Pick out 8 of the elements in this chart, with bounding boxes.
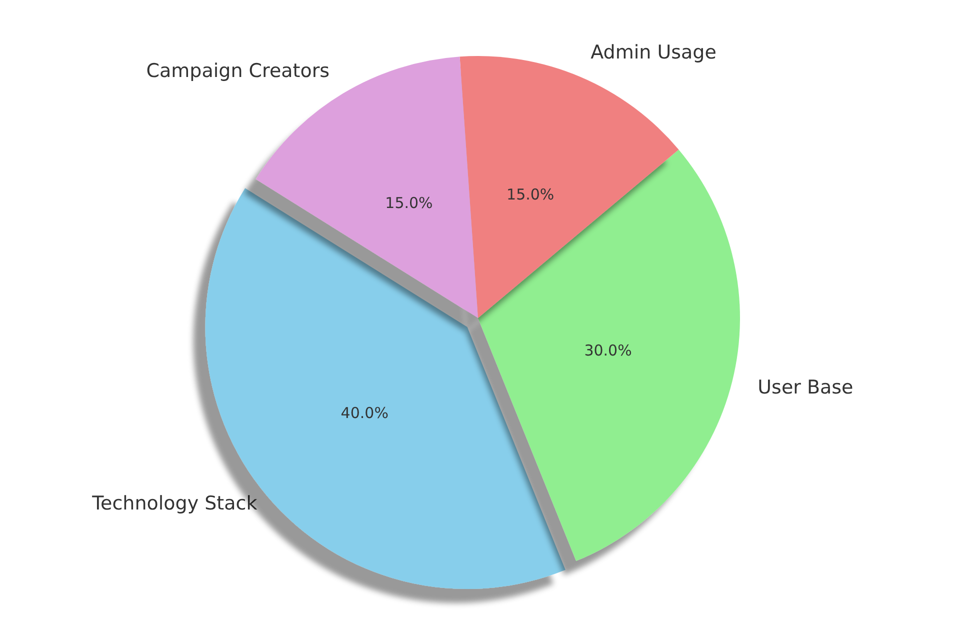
slice-label: Technology Stack: [91, 492, 258, 514]
slice-label: Campaign Creators: [146, 60, 330, 82]
slice-label: Admin Usage: [590, 42, 716, 64]
data-label: 15.0%: [506, 186, 554, 204]
data-label: 15.0%: [385, 194, 433, 212]
slice-label: User Base: [758, 376, 854, 399]
data-label: 40.0%: [340, 404, 388, 422]
data-label: 30.0%: [584, 341, 632, 360]
